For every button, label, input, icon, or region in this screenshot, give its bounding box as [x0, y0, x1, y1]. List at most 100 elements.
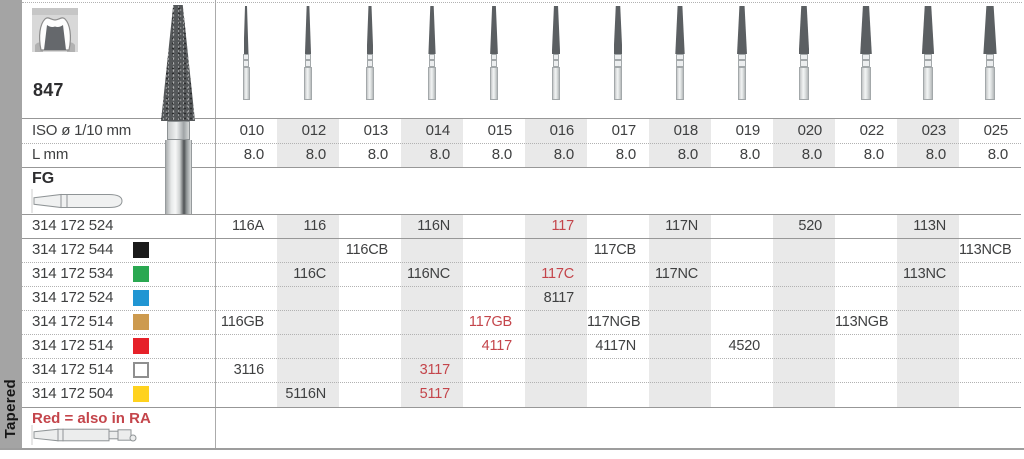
bur-neck [676, 54, 684, 60]
bur-neck [366, 60, 374, 67]
bur-tip [983, 6, 997, 54]
rule-dotted [22, 262, 1021, 263]
length-value: 8.0 [677, 146, 698, 163]
article-number: 314 172 514 [32, 361, 114, 378]
bur-tip [921, 6, 935, 54]
product-cell: 116 [303, 218, 326, 234]
article-number: 314 172 524 [32, 217, 114, 234]
bur-neck [738, 54, 746, 60]
iso-row-label: ISO ø 1/10 mm [32, 122, 132, 139]
bur-profile-icon [525, 6, 587, 102]
iso-value: 022 [859, 122, 885, 139]
grit-color-swatch [133, 362, 149, 378]
bur-neck [552, 60, 560, 67]
bur-neck [738, 60, 746, 67]
rule-dotted [22, 334, 1021, 335]
bur-shank [923, 67, 933, 100]
bur-profile-icon [463, 6, 525, 102]
iso-value: 020 [797, 122, 823, 139]
bur-neck [490, 54, 498, 60]
grit-color-swatch [133, 290, 149, 306]
product-cell: 117CB [593, 242, 636, 258]
length-value: 8.0 [429, 146, 450, 163]
bur-neck [305, 54, 311, 60]
bur-shank [613, 67, 623, 100]
length-value: 8.0 [305, 146, 326, 163]
large-bur-photo [156, 5, 200, 214]
bur-neck [861, 54, 871, 60]
product-cell: 4117N [595, 338, 636, 354]
product-cell: 4117 [481, 338, 513, 354]
bur-profile-icon [897, 6, 959, 102]
grit-color-swatch [133, 338, 149, 354]
column-band [525, 118, 587, 167]
bur-neck [923, 54, 933, 60]
grit-color-swatch [133, 266, 149, 282]
article-number: 314 172 534 [32, 265, 114, 282]
bur-shank [799, 67, 809, 100]
bur-profile-icon [587, 6, 649, 102]
iso-value: 010 [239, 122, 265, 139]
diamond-tip [161, 5, 195, 121]
length-value: 8.0 [491, 146, 512, 163]
rule [22, 167, 1021, 168]
product-cell: 520 [798, 218, 822, 234]
bur-tip [490, 6, 498, 54]
product-cell: 117 [551, 218, 574, 234]
product-cell: 116NC [406, 266, 450, 282]
bur-tip [737, 6, 747, 54]
grit-color-swatch [133, 242, 149, 258]
iso-value: 013 [363, 122, 389, 139]
rule-dotted [22, 382, 1021, 383]
bur-neck [923, 60, 933, 67]
bur-shank [551, 67, 561, 100]
bur-shank [164, 140, 192, 214]
bur-neck [800, 54, 808, 60]
shape-family-label: Tapered [2, 378, 19, 438]
bottom-rule [0, 448, 1024, 450]
bur-shank [366, 67, 374, 100]
top-rule [22, 2, 1022, 3]
bur-neck [985, 54, 995, 60]
bur-shank [861, 67, 871, 100]
bur-shank [737, 67, 747, 100]
column-band [277, 118, 339, 167]
grit-color-swatch [133, 314, 149, 330]
bur-shank [984, 67, 996, 100]
product-cell: 117NC [654, 266, 698, 282]
iso-value: 023 [921, 122, 947, 139]
bur-neck [552, 54, 560, 60]
label-column-divider [215, 0, 216, 448]
bur-tip [243, 6, 249, 54]
product-cell: 113NCB [959, 242, 1012, 258]
iso-value: 016 [549, 122, 575, 139]
product-cell: 117NGB [587, 314, 641, 330]
series-number: 847 [33, 80, 64, 100]
crown-prep-icon [32, 8, 78, 52]
length-row-label: L mm [32, 146, 69, 163]
fg-shank-icon [31, 189, 123, 213]
product-cell: 116N [417, 218, 450, 234]
bur-shank [428, 67, 436, 100]
rule-dotted [22, 358, 1021, 359]
iso-value: 014 [425, 122, 451, 139]
bur-tip [798, 6, 810, 54]
iso-value: 015 [487, 122, 513, 139]
product-cell: 116A [232, 218, 264, 234]
article-number: 314 172 524 [32, 289, 114, 306]
red-ra-footnote: Red = also in RA [32, 410, 151, 427]
product-cell: 8117 [543, 290, 575, 306]
column-band [401, 118, 463, 167]
bur-tip [428, 6, 436, 54]
length-value: 8.0 [553, 146, 574, 163]
bur-profile-icon [277, 6, 339, 102]
bur-tip [366, 6, 374, 54]
bur-collar [166, 121, 190, 140]
bur-neck [614, 54, 622, 60]
bur-neck [366, 54, 374, 60]
grit-color-swatch [133, 386, 149, 402]
length-value: 8.0 [367, 146, 388, 163]
article-number: 314 172 544 [32, 241, 114, 258]
rule [22, 238, 1021, 239]
